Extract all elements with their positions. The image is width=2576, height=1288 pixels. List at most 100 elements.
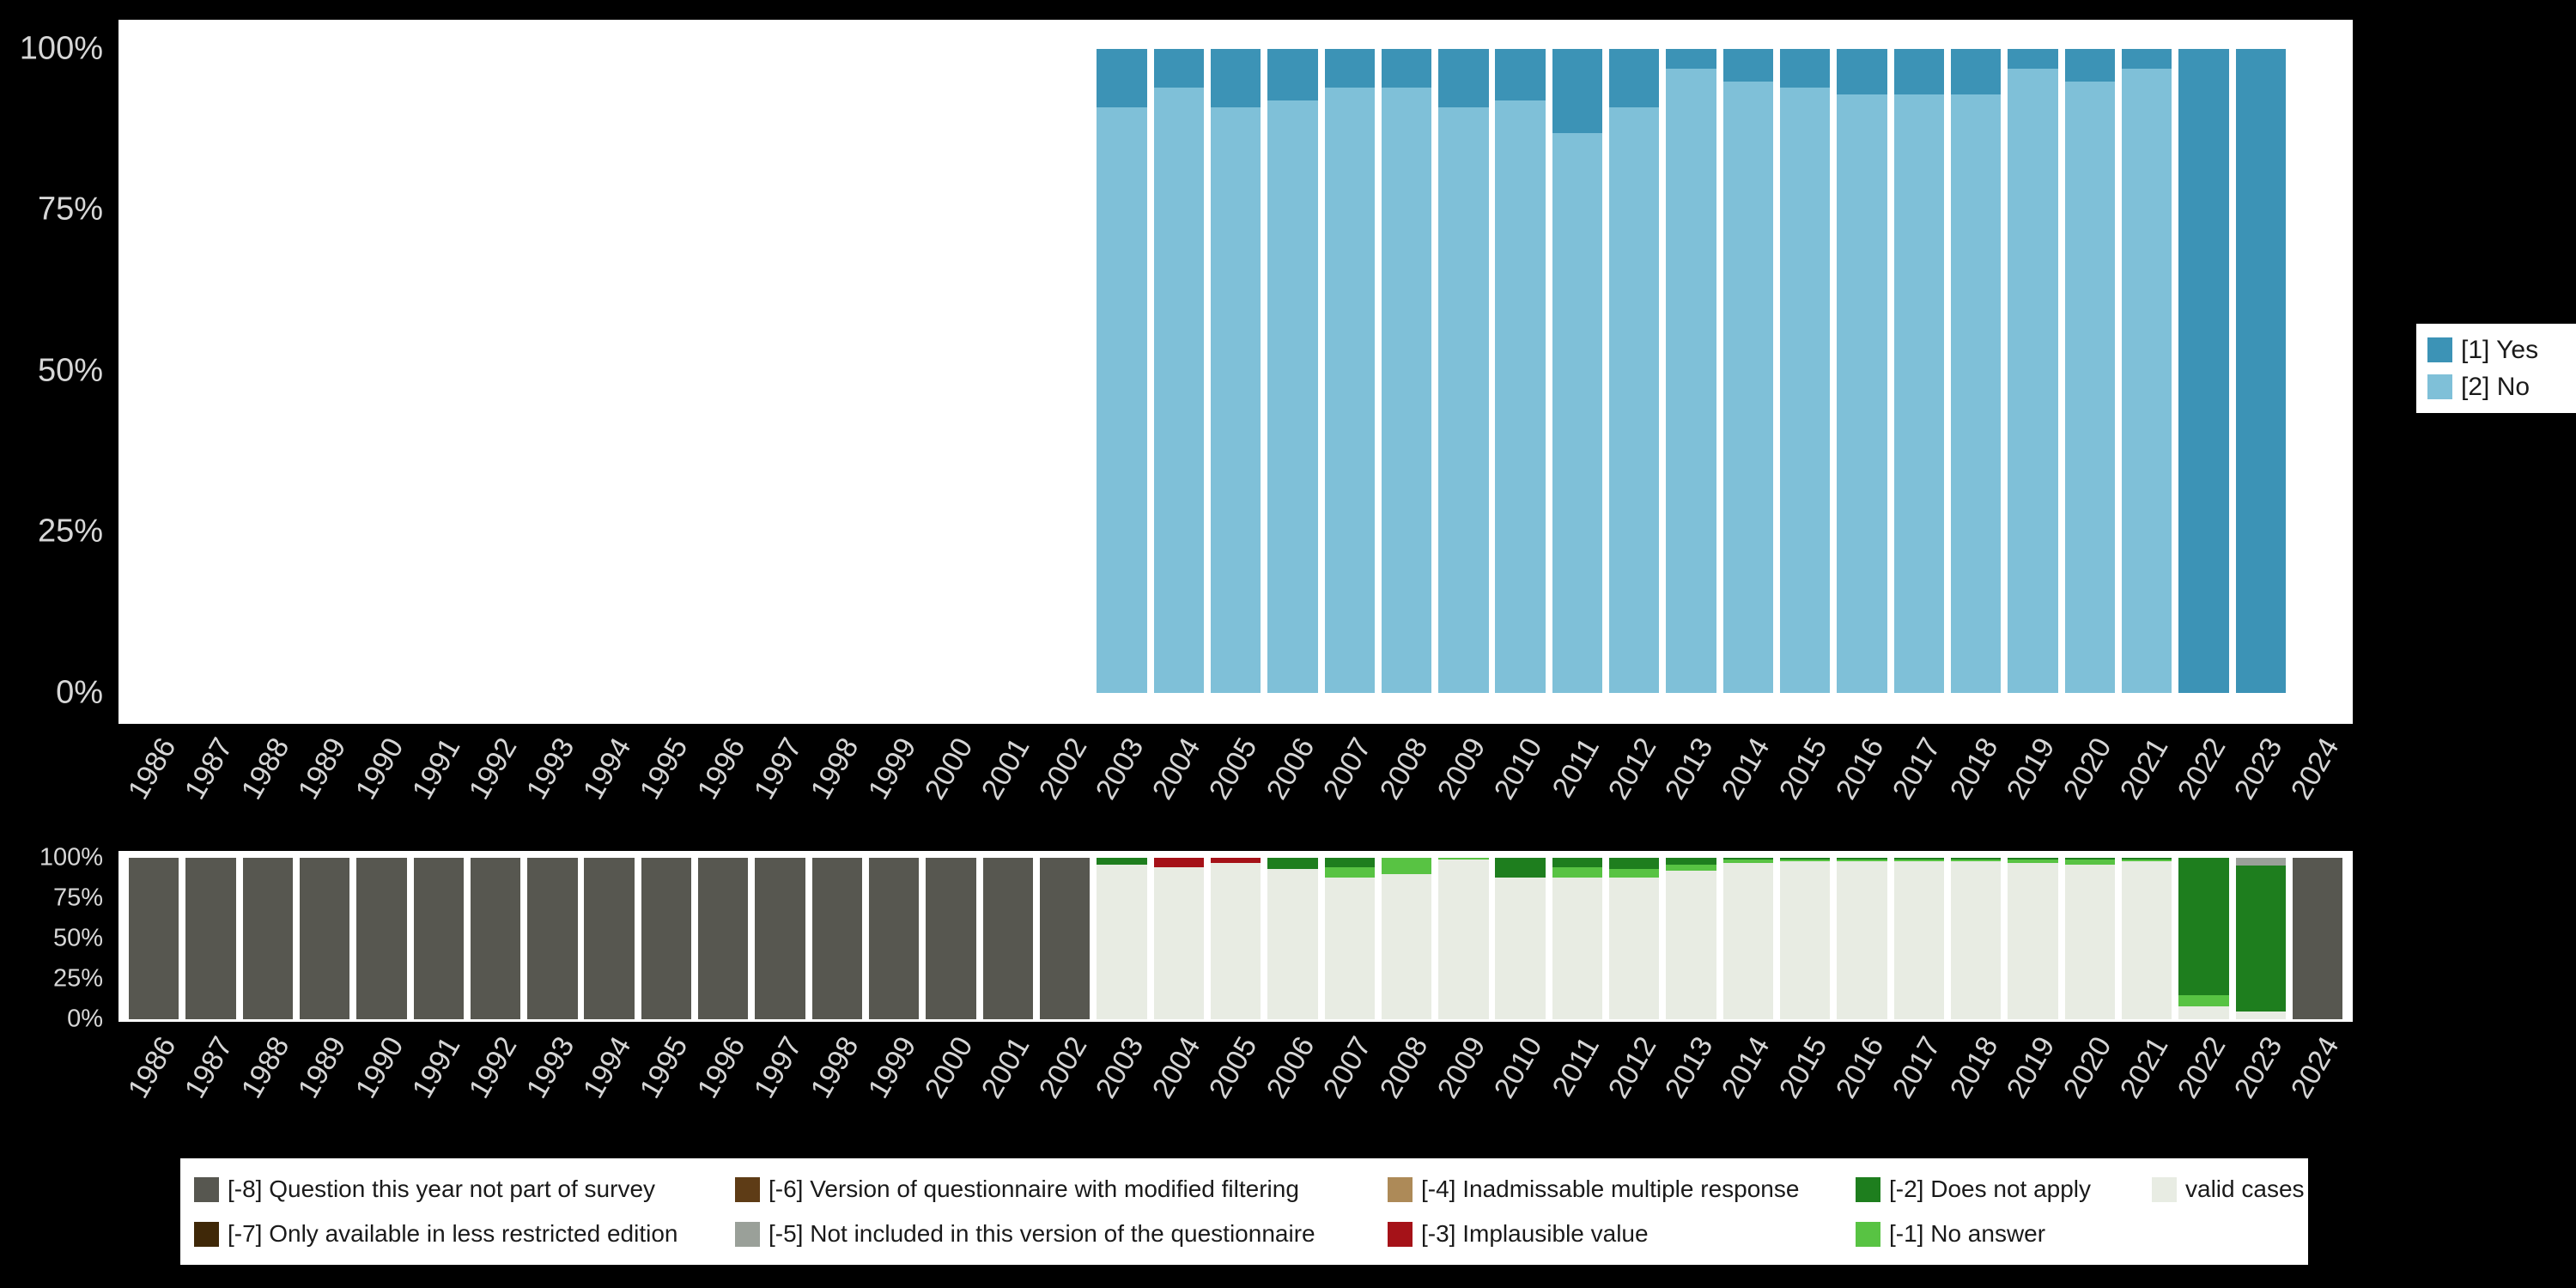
- bar-segment[interactable]: [242, 858, 293, 1019]
- bar-segment[interactable]: [1267, 858, 1318, 870]
- stacked-bar-2014[interactable]: [1722, 858, 1774, 1019]
- bar-segment[interactable]: [982, 858, 1034, 1019]
- bar-segment[interactable]: [2008, 68, 2058, 693]
- bar-segment[interactable]: [1950, 49, 2002, 94]
- bar-segment[interactable]: [1381, 858, 1432, 874]
- bar-segment[interactable]: [2235, 1011, 2286, 1019]
- bar-segment[interactable]: [1552, 867, 1603, 878]
- bar-segment[interactable]: [1609, 877, 1660, 1019]
- stacked-bar-2018[interactable]: [1950, 858, 2002, 1019]
- bar-segment[interactable]: [1722, 49, 1774, 82]
- stacked-bar-2004[interactable]: [1153, 858, 1204, 1019]
- bar-segment[interactable]: [470, 858, 521, 1019]
- stacked-bar-2003[interactable]: [1097, 858, 1147, 1019]
- bar-segment[interactable]: [1552, 858, 1603, 868]
- stacked-bar-2007[interactable]: [1324, 858, 1375, 1019]
- bar-segment[interactable]: [413, 858, 464, 1019]
- bar-segment[interactable]: [1210, 862, 1261, 1019]
- stacked-bar-2008[interactable]: [1381, 49, 1432, 693]
- stacked-bar-2009[interactable]: [1438, 49, 1489, 693]
- bar-segment[interactable]: [2064, 81, 2115, 693]
- bar-segment[interactable]: [2235, 49, 2286, 693]
- bar-segment[interactable]: [1210, 49, 1261, 107]
- bar-segment[interactable]: [1552, 877, 1603, 1019]
- bar-segment[interactable]: [1210, 858, 1261, 863]
- bar-segment[interactable]: [1666, 858, 1716, 865]
- stacked-bar-1998[interactable]: [811, 858, 863, 1019]
- stacked-bar-2005[interactable]: [1210, 49, 1261, 693]
- bar-segment[interactable]: [2008, 862, 2058, 1019]
- stacked-bar-1999[interactable]: [869, 858, 920, 1019]
- stacked-bar-2005[interactable]: [1210, 858, 1261, 1019]
- stacked-bar-2008[interactable]: [1381, 858, 1432, 1019]
- bar-segment[interactable]: [185, 858, 236, 1019]
- bar-segment[interactable]: [1438, 49, 1489, 107]
- stacked-bar-2024[interactable]: [2292, 858, 2343, 1019]
- bar-segment[interactable]: [128, 858, 179, 1019]
- bar-segment[interactable]: [2178, 1005, 2229, 1019]
- bar-segment[interactable]: [811, 858, 863, 1019]
- bar-segment[interactable]: [1609, 869, 1660, 878]
- bar-segment[interactable]: [1039, 858, 1091, 1019]
- stacked-bar-1996[interactable]: [698, 858, 749, 1019]
- stacked-bar-1988[interactable]: [242, 858, 293, 1019]
- bar-segment[interactable]: [1153, 88, 1204, 693]
- bar-segment[interactable]: [1837, 860, 1887, 1019]
- bar-segment[interactable]: [527, 858, 578, 1019]
- bar-segment[interactable]: [1666, 49, 1716, 69]
- bar-segment[interactable]: [1666, 871, 1716, 1019]
- bar-segment[interactable]: [1381, 49, 1432, 88]
- bar-segment[interactable]: [1950, 858, 2002, 860]
- stacked-bar-1992[interactable]: [470, 858, 521, 1019]
- bar-segment[interactable]: [1722, 858, 1774, 860]
- bar-segment[interactable]: [1267, 49, 1318, 100]
- bar-segment[interactable]: [2121, 859, 2172, 861]
- stacked-bar-1989[interactable]: [299, 858, 350, 1019]
- bar-segment[interactable]: [1097, 858, 1147, 865]
- stacked-bar-2001[interactable]: [982, 858, 1034, 1019]
- stacked-bar-2010[interactable]: [1495, 858, 1546, 1019]
- bar-segment[interactable]: [2121, 858, 2172, 860]
- bar-segment[interactable]: [2064, 49, 2115, 82]
- bar-segment[interactable]: [1893, 94, 1945, 693]
- stacked-bar-2016[interactable]: [1837, 858, 1887, 1019]
- bar-segment[interactable]: [2008, 859, 2058, 863]
- bar-segment[interactable]: [2178, 994, 2229, 1006]
- bar-segment[interactable]: [2008, 49, 2058, 69]
- bar-segment[interactable]: [1722, 859, 1774, 863]
- stacked-bar-2021[interactable]: [2121, 858, 2172, 1019]
- stacked-bar-2013[interactable]: [1666, 49, 1716, 693]
- bar-segment[interactable]: [1893, 49, 1945, 94]
- bar-segment[interactable]: [1780, 860, 1831, 1019]
- bar-segment[interactable]: [1097, 49, 1147, 107]
- bar-segment[interactable]: [1552, 49, 1603, 133]
- stacked-bar-1993[interactable]: [527, 858, 578, 1019]
- bar-segment[interactable]: [584, 858, 635, 1019]
- stacked-bar-2020[interactable]: [2064, 858, 2115, 1019]
- stacked-bar-2013[interactable]: [1666, 858, 1716, 1019]
- bar-segment[interactable]: [2178, 49, 2229, 693]
- bar-segment[interactable]: [2064, 859, 2115, 865]
- bar-segment[interactable]: [869, 858, 920, 1019]
- bar-segment[interactable]: [1438, 858, 1489, 860]
- stacked-bar-1997[interactable]: [755, 858, 805, 1019]
- bar-segment[interactable]: [1722, 862, 1774, 1019]
- bar-segment[interactable]: [1324, 867, 1375, 878]
- stacked-bar-2006[interactable]: [1267, 49, 1318, 693]
- stacked-bar-1986[interactable]: [128, 858, 179, 1019]
- bar-segment[interactable]: [1837, 94, 1887, 693]
- bar-segment[interactable]: [2292, 858, 2343, 1019]
- stacked-bar-1994[interactable]: [584, 858, 635, 1019]
- bar-segment[interactable]: [1495, 877, 1546, 1019]
- stacked-bar-2022[interactable]: [2178, 858, 2229, 1019]
- bar-segment[interactable]: [2008, 858, 2058, 860]
- stacked-bar-2017[interactable]: [1893, 49, 1945, 693]
- stacked-bar-2021[interactable]: [2121, 49, 2172, 693]
- bar-segment[interactable]: [1381, 873, 1432, 1019]
- bar-segment[interactable]: [1780, 49, 1831, 88]
- bar-segment[interactable]: [1722, 81, 1774, 693]
- bar-segment[interactable]: [2235, 866, 2286, 1012]
- stacked-bar-2010[interactable]: [1495, 49, 1546, 693]
- stacked-bar-2000[interactable]: [926, 858, 976, 1019]
- bar-segment[interactable]: [1097, 106, 1147, 693]
